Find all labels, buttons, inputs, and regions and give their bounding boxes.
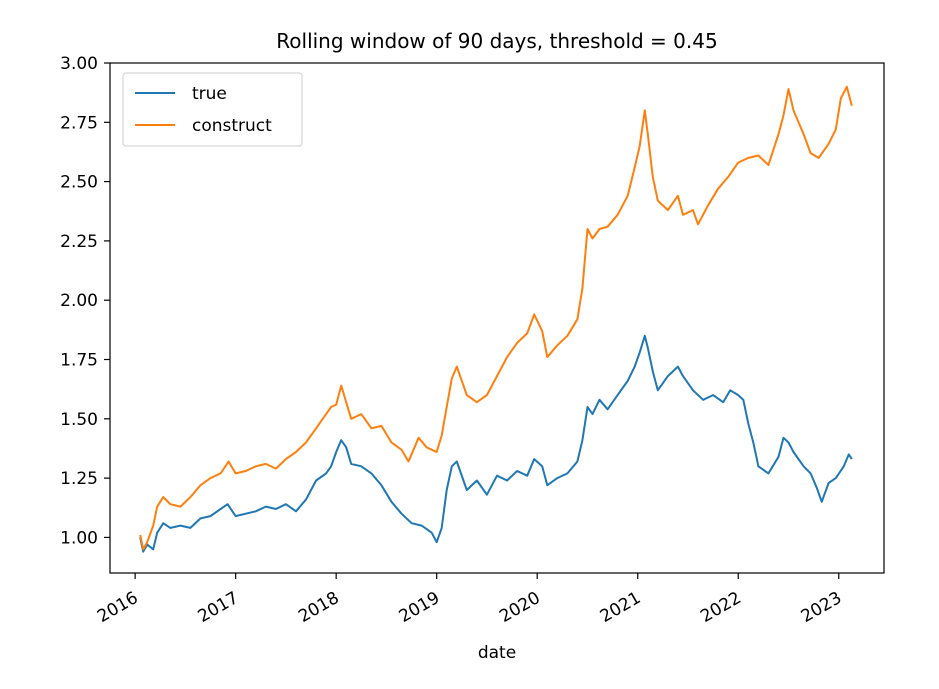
series-line-construct <box>139 85 853 551</box>
chart-title: Rolling window of 90 days, threshold = 0… <box>276 29 717 53</box>
y-tick-label: 1.75 <box>60 351 98 371</box>
y-tick-label: 2.25 <box>60 232 98 252</box>
legend: true construct <box>122 72 303 147</box>
series-layer <box>139 85 853 553</box>
y-tick-label: 1.00 <box>60 528 98 548</box>
y-tick-label: 2.50 <box>60 173 98 193</box>
y-tick-label: 2.00 <box>60 291 98 311</box>
y-tick-label: 3.00 <box>60 54 98 74</box>
y-tick-label: 1.25 <box>60 469 98 489</box>
x-axis-label: date <box>478 643 516 663</box>
y-tick-label: 2.75 <box>60 113 98 133</box>
series-line-true <box>139 334 853 553</box>
legend-label-construct: construct <box>192 116 272 136</box>
legend-label-true: true <box>192 84 227 104</box>
y-axis: 1.00 1.25 1.50 1.75 2.00 2.25 2.50 2.75 3.00 <box>60 54 110 548</box>
legend-box <box>122 72 303 147</box>
plot-frame <box>109 62 885 574</box>
y-tick-label: 1.50 <box>60 410 98 430</box>
